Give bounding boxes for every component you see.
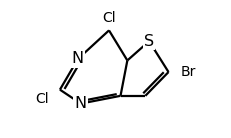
Text: Cl: Cl bbox=[102, 11, 115, 25]
Text: Cl: Cl bbox=[35, 92, 49, 106]
Text: N: N bbox=[72, 51, 84, 67]
Text: S: S bbox=[143, 34, 154, 49]
Text: N: N bbox=[74, 96, 86, 111]
Text: Br: Br bbox=[180, 65, 195, 79]
